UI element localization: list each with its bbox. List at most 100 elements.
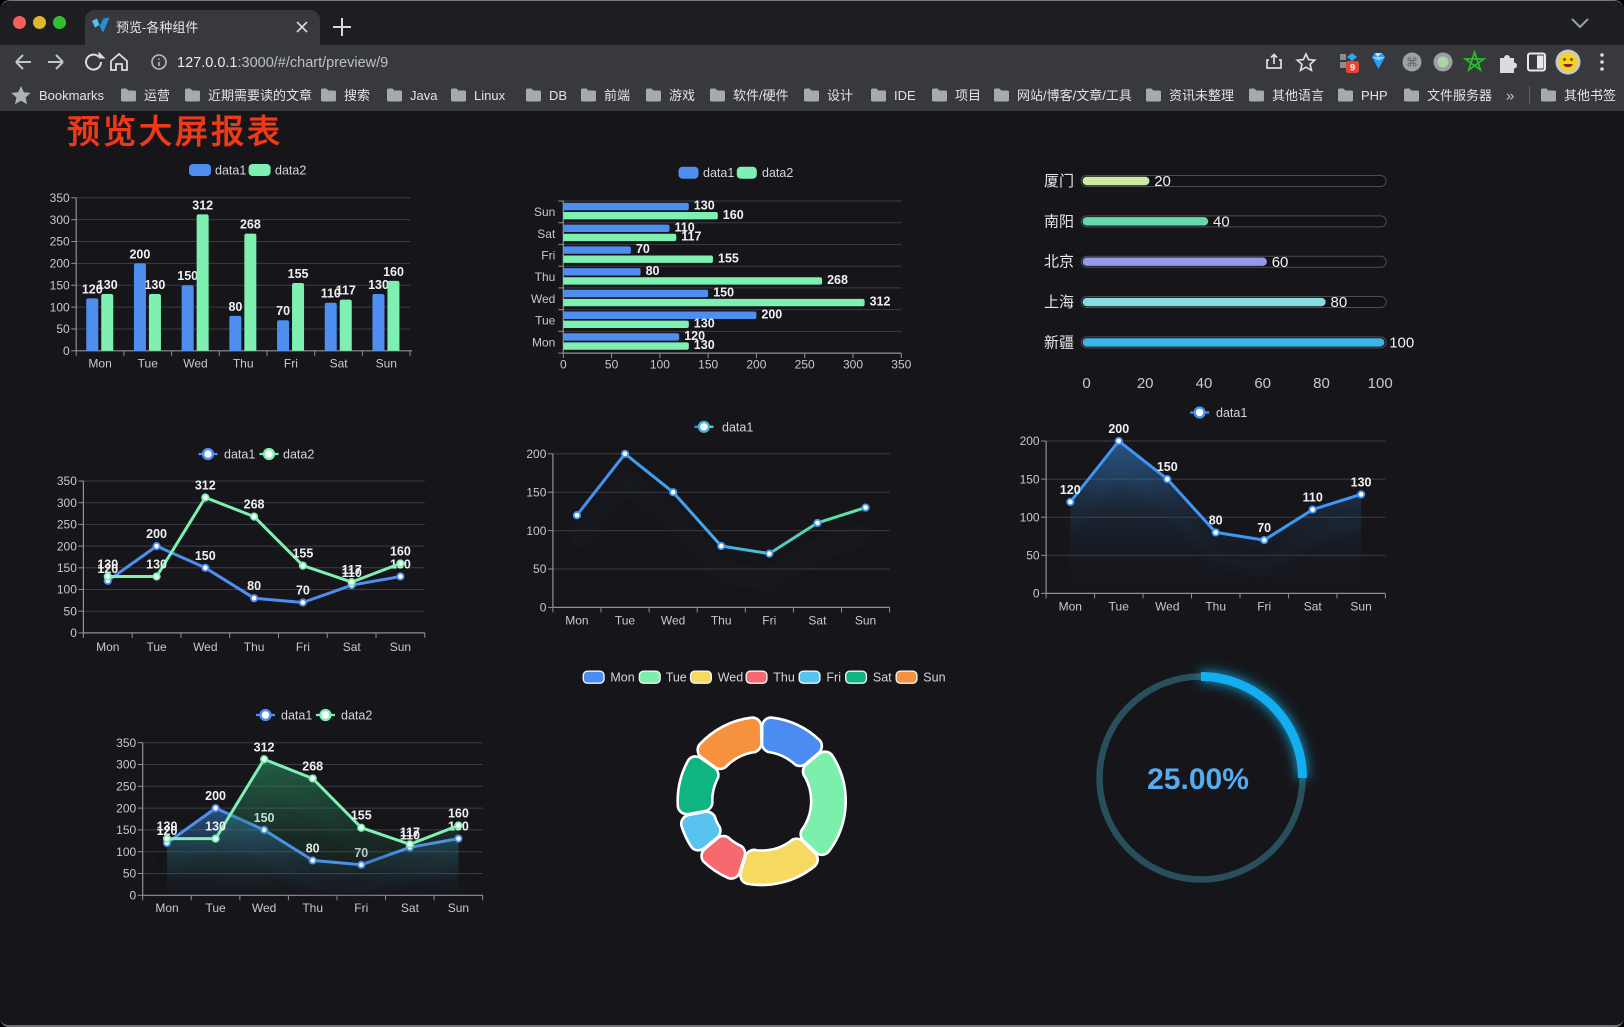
svg-text:120: 120 bbox=[157, 824, 178, 838]
svg-text:70: 70 bbox=[276, 304, 290, 318]
svg-text:300: 300 bbox=[50, 213, 70, 227]
svg-text:Mon: Mon bbox=[88, 356, 111, 370]
svg-text:155: 155 bbox=[351, 809, 372, 823]
svg-text:Tue: Tue bbox=[138, 356, 159, 370]
svg-text:0: 0 bbox=[560, 358, 567, 372]
svg-text:60: 60 bbox=[1272, 254, 1289, 271]
svg-text:Mon: Mon bbox=[610, 671, 634, 685]
svg-text:40: 40 bbox=[1213, 214, 1230, 231]
svg-text:50: 50 bbox=[1026, 549, 1040, 563]
svg-text:Fri: Fri bbox=[1257, 599, 1271, 613]
svg-text:130: 130 bbox=[157, 820, 178, 834]
svg-text:Wed: Wed bbox=[718, 671, 744, 685]
svg-text:其他语言: 其他语言 bbox=[1272, 88, 1324, 103]
svg-text:Mon: Mon bbox=[1059, 599, 1082, 613]
svg-text:其他书签: 其他书签 bbox=[1564, 88, 1616, 103]
svg-text:200: 200 bbox=[146, 527, 167, 541]
svg-text:150: 150 bbox=[713, 286, 734, 300]
svg-text:近期需要读的文章: 近期需要读的文章 bbox=[208, 88, 312, 103]
svg-text:110: 110 bbox=[1303, 491, 1323, 505]
svg-text:200: 200 bbox=[746, 358, 766, 372]
svg-text:127.0.0.1:3000/#/chart/preview: 127.0.0.1:3000/#/chart/preview/9 bbox=[177, 55, 388, 71]
svg-text:20: 20 bbox=[1154, 173, 1171, 190]
svg-text:data1: data1 bbox=[1216, 406, 1247, 420]
svg-text:160: 160 bbox=[723, 208, 744, 222]
svg-text:268: 268 bbox=[827, 273, 848, 287]
svg-text:160: 160 bbox=[383, 265, 404, 279]
svg-text:117: 117 bbox=[400, 825, 420, 839]
svg-text:项目: 项目 bbox=[955, 88, 981, 103]
svg-text:80: 80 bbox=[228, 300, 242, 314]
svg-text:160: 160 bbox=[448, 807, 469, 821]
svg-text:50: 50 bbox=[64, 604, 78, 618]
svg-text:资讯未整理: 资讯未整理 bbox=[1169, 88, 1234, 103]
svg-text:350: 350 bbox=[891, 358, 911, 372]
svg-text:data2: data2 bbox=[341, 709, 372, 723]
svg-text:150: 150 bbox=[1020, 472, 1040, 486]
svg-text:IDE: IDE bbox=[894, 88, 916, 103]
svg-text:130: 130 bbox=[144, 278, 165, 292]
svg-text:0: 0 bbox=[540, 601, 547, 615]
svg-text:搜索: 搜索 bbox=[344, 88, 370, 103]
svg-text:Sun: Sun bbox=[855, 613, 876, 627]
svg-text:新疆: 新疆 bbox=[1044, 334, 1074, 351]
svg-text:120: 120 bbox=[82, 282, 103, 296]
svg-text:130: 130 bbox=[368, 278, 389, 292]
svg-text:130: 130 bbox=[97, 558, 118, 572]
svg-text:Wed: Wed bbox=[252, 901, 276, 915]
svg-text:南阳: 南阳 bbox=[1044, 213, 1074, 230]
svg-text:Sat: Sat bbox=[401, 901, 420, 915]
svg-text:100: 100 bbox=[50, 300, 70, 314]
svg-text:Thu: Thu bbox=[711, 613, 732, 627]
svg-text:25.00%: 25.00% bbox=[1147, 763, 1249, 796]
svg-text:117: 117 bbox=[681, 230, 701, 244]
svg-text:Sat: Sat bbox=[330, 356, 349, 370]
svg-text:Mon: Mon bbox=[532, 335, 555, 349]
svg-text:Mon: Mon bbox=[565, 613, 588, 627]
svg-text:150: 150 bbox=[195, 549, 216, 563]
svg-text:Thu: Thu bbox=[233, 356, 254, 370]
svg-text:Thu: Thu bbox=[773, 671, 795, 685]
svg-text:150: 150 bbox=[1157, 460, 1178, 474]
svg-text:Sat: Sat bbox=[343, 640, 362, 654]
svg-text:文件服务器: 文件服务器 bbox=[1427, 88, 1492, 103]
svg-text:100: 100 bbox=[650, 358, 670, 372]
svg-text:150: 150 bbox=[57, 561, 77, 575]
svg-text:100: 100 bbox=[1389, 335, 1414, 352]
svg-text:data1: data1 bbox=[281, 709, 312, 723]
svg-text:PHP: PHP bbox=[1361, 88, 1388, 103]
svg-text:软件/硬件: 软件/硬件 bbox=[733, 88, 789, 103]
svg-text:268: 268 bbox=[240, 218, 261, 232]
svg-text:0: 0 bbox=[1082, 375, 1090, 392]
svg-text:DB: DB bbox=[549, 88, 567, 103]
svg-text:70: 70 bbox=[1257, 521, 1271, 535]
svg-text:200: 200 bbox=[761, 307, 782, 321]
svg-text:80: 80 bbox=[646, 264, 660, 278]
svg-text:80: 80 bbox=[1209, 513, 1223, 527]
svg-text:80: 80 bbox=[1331, 294, 1348, 311]
svg-text:100: 100 bbox=[1020, 510, 1040, 524]
svg-text:data2: data2 bbox=[283, 448, 314, 462]
svg-text:Wed: Wed bbox=[661, 613, 685, 627]
svg-text:网站/博客/文章/工具: 网站/博客/文章/工具 bbox=[1017, 88, 1132, 103]
svg-text:50: 50 bbox=[56, 322, 70, 336]
svg-text:Fri: Fri bbox=[284, 356, 298, 370]
svg-text:155: 155 bbox=[292, 547, 313, 561]
svg-text:130: 130 bbox=[1351, 475, 1372, 489]
svg-text:250: 250 bbox=[57, 518, 77, 532]
svg-text:Sat: Sat bbox=[808, 613, 827, 627]
svg-text:Wed: Wed bbox=[531, 292, 555, 306]
svg-text:120: 120 bbox=[97, 562, 118, 576]
svg-text:data1: data1 bbox=[224, 448, 255, 462]
svg-text:130: 130 bbox=[694, 199, 715, 213]
svg-text:80: 80 bbox=[1313, 375, 1330, 392]
svg-text:0: 0 bbox=[63, 344, 70, 358]
svg-text:Sun: Sun bbox=[448, 901, 469, 915]
svg-text:Fri: Fri bbox=[762, 613, 776, 627]
svg-text:130: 130 bbox=[146, 558, 167, 572]
svg-text:0: 0 bbox=[1033, 587, 1040, 601]
svg-text:250: 250 bbox=[795, 358, 815, 372]
svg-text:100: 100 bbox=[57, 583, 77, 597]
svg-text:Fri: Fri bbox=[826, 671, 841, 685]
svg-text:200: 200 bbox=[57, 539, 77, 553]
